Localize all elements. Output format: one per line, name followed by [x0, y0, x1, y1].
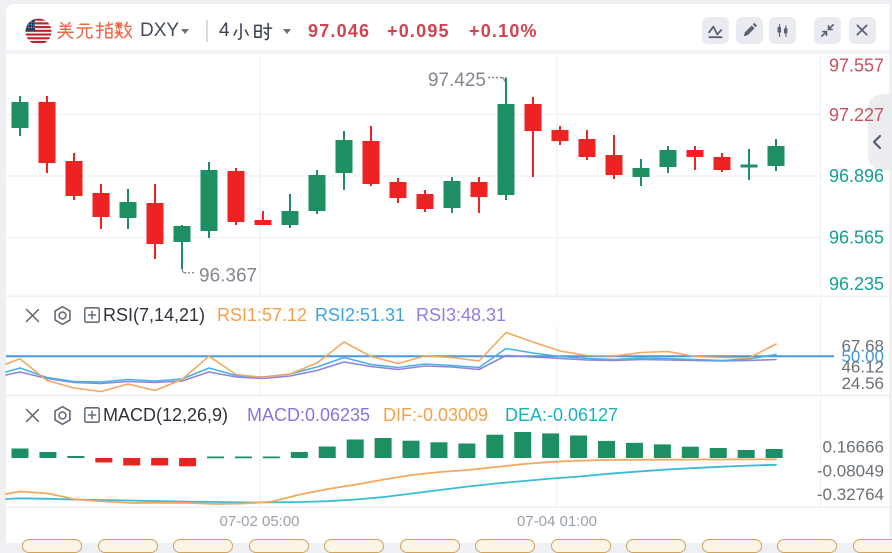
svg-text:97.227: 97.227: [829, 105, 884, 125]
svg-text:07-04 01:00: 07-04 01:00: [517, 513, 597, 530]
svg-text:97.557: 97.557: [829, 56, 884, 76]
svg-text:24.56: 24.56: [841, 374, 884, 393]
svg-text:46.12: 46.12: [841, 358, 884, 377]
svg-text:67.68: 67.68: [841, 337, 884, 356]
svg-text:-0.08049: -0.08049: [817, 462, 884, 481]
svg-text:96.896: 96.896: [829, 166, 884, 186]
svg-text:07-02 05:00: 07-02 05:00: [219, 513, 299, 530]
svg-text:97.425: 97.425: [428, 70, 486, 91]
svg-text:96.235: 96.235: [829, 274, 884, 294]
svg-text:96.367: 96.367: [199, 266, 257, 287]
svg-text:0.16666: 0.16666: [823, 438, 884, 457]
svg-text:-0.32764: -0.32764: [817, 485, 884, 504]
svg-text:96.565: 96.565: [829, 228, 884, 248]
svg-text:50.00: 50.00: [841, 347, 884, 366]
